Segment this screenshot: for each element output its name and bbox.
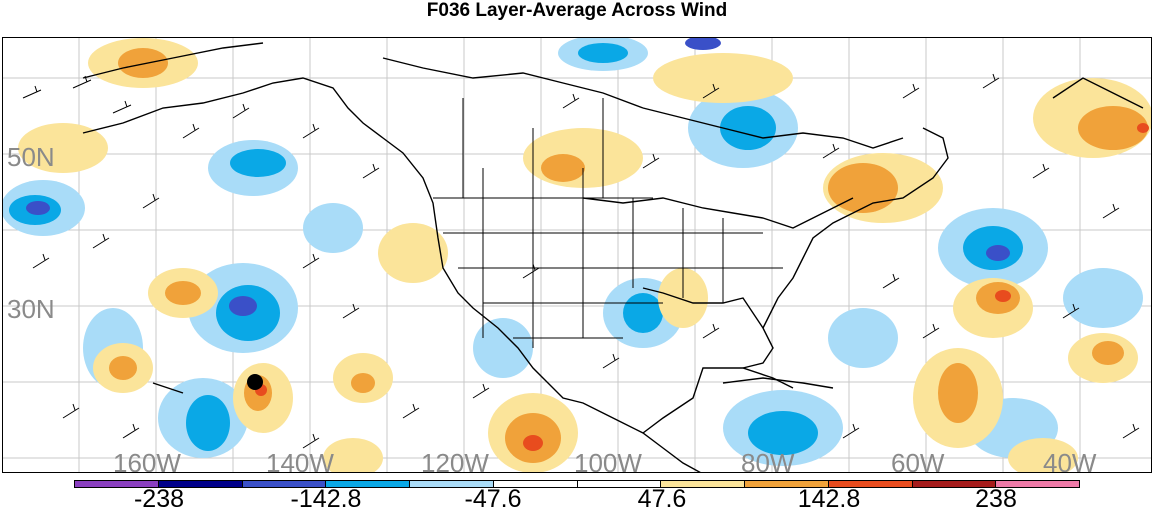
lon-label-140w: 140W xyxy=(266,448,334,473)
contour-fill-layer xyxy=(3,38,1151,472)
lon-label-160w: 160W xyxy=(113,448,181,473)
colorbar-segment xyxy=(661,481,745,487)
map-canvas: 50N 30N 160W 140W 120W 100W 80W 60W 40W xyxy=(3,38,1151,473)
lat-label-30n: 30N xyxy=(7,294,55,324)
political-borders xyxy=(433,98,783,348)
colorbar-segment xyxy=(242,481,327,487)
colorbar-segment xyxy=(410,481,494,487)
colorbar-segment xyxy=(745,481,829,487)
colorbar-segment xyxy=(326,481,410,487)
colorbar-segment xyxy=(828,481,913,487)
graticule xyxy=(3,38,1151,472)
storm-center-dot xyxy=(247,374,263,390)
colorbar-label: -142.8 xyxy=(290,485,362,511)
map-panel: 50N 30N 160W 140W 120W 100W 80W 60W 40W xyxy=(2,37,1152,473)
colorbar-label: 142.8 xyxy=(797,485,861,511)
colorbar-segment xyxy=(577,481,662,487)
colorbar-label: 238 xyxy=(975,485,1017,511)
lon-label-120w: 120W xyxy=(421,448,489,473)
colorbar-label: -238 xyxy=(133,485,185,511)
colorbar-segment xyxy=(996,481,1079,487)
map-title: F036 Layer-Average Across Wind xyxy=(426,0,728,21)
colorbar-segment xyxy=(158,481,243,487)
coastline-layer xyxy=(82,42,1144,472)
lon-label-100w: 100W xyxy=(574,448,642,473)
wind-barbs xyxy=(22,73,1140,449)
lon-label-60w: 60W xyxy=(891,448,945,473)
colorbar-segment xyxy=(75,481,159,487)
colorbar-segment xyxy=(493,481,578,487)
colorbar xyxy=(74,480,1080,488)
lon-label-80w: 80W xyxy=(741,448,795,473)
colorbar-label: -47.6 xyxy=(464,485,522,511)
lat-label-50n: 50N xyxy=(7,142,55,172)
colorbar-segment xyxy=(912,481,997,487)
colorbar-label: 47.6 xyxy=(637,485,687,511)
lon-label-40w: 40W xyxy=(1043,448,1097,473)
